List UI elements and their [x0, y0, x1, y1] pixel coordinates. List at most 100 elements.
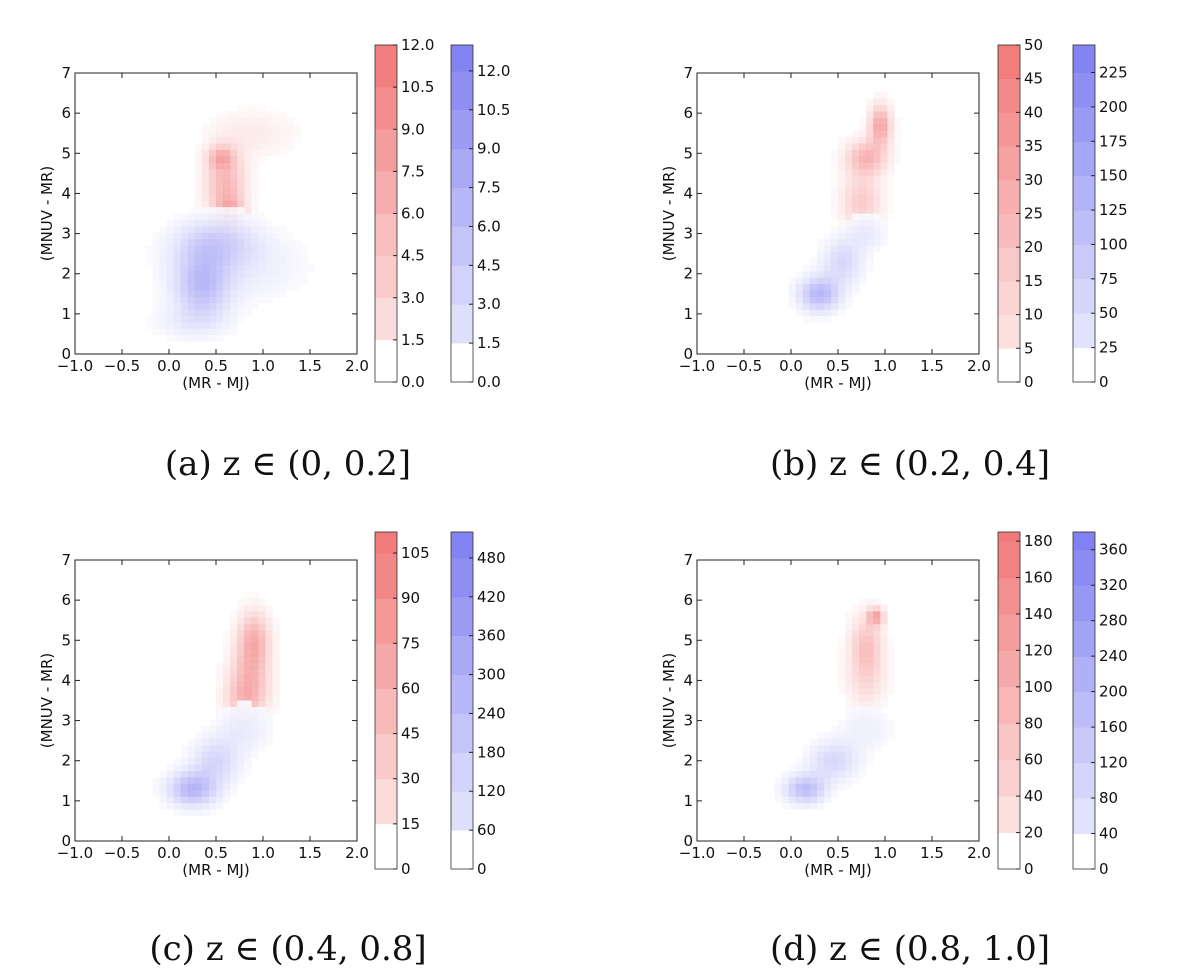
x-tick-label: 2.0 [967, 357, 991, 375]
heatmap-cell [880, 681, 888, 689]
colorbar-tick-label: 280 [1099, 612, 1128, 630]
heatmap-cell [873, 219, 881, 227]
heatmap-cell [852, 239, 860, 246]
heatmap-cell [265, 239, 273, 246]
heatmap-cell [223, 706, 231, 714]
heatmap-cell [258, 149, 266, 157]
heatmap-cell [887, 111, 895, 119]
heatmap-cell [830, 258, 839, 265]
heatmap-cell [873, 136, 881, 144]
heatmap-cell [194, 213, 203, 221]
heatmap-cell [265, 130, 273, 138]
colorbar-band [375, 87, 397, 130]
heatmap-cell [216, 796, 224, 804]
heatmap-cell [194, 757, 203, 765]
heatmap-cell [859, 124, 867, 131]
heatmap-cell [816, 770, 825, 778]
heatmap-cell [809, 270, 818, 278]
heatmap-cell [845, 156, 853, 163]
heatmap-cell [795, 270, 804, 278]
heatmap-cell [152, 296, 160, 304]
heatmap-cell [145, 258, 153, 265]
heatmap-cell [237, 232, 245, 240]
colorbar-tick-label: 150 [1099, 167, 1128, 185]
heatmap-cell [852, 175, 860, 182]
heatmap-cell [187, 251, 196, 259]
heatmap-cell [237, 598, 245, 606]
heatmap-cell [237, 226, 245, 234]
heatmap-cell [201, 219, 210, 227]
heatmap-cell [251, 277, 259, 285]
colorbar-tick-label: 1.5 [401, 331, 425, 349]
heatmap-cell [258, 258, 266, 265]
heatmap-cell [802, 751, 811, 759]
heatmap-cell [194, 315, 203, 323]
heatmap-cell [251, 706, 259, 714]
heatmap-cell [258, 104, 266, 112]
heatmap-cell [279, 124, 287, 131]
heatmap-cell [293, 239, 301, 246]
heatmap-cell [208, 251, 217, 259]
heatmap-cell [830, 745, 839, 752]
heatmap-cell [830, 149, 839, 157]
heatmap-cell [166, 239, 175, 246]
heatmap-cell [880, 207, 888, 214]
heatmap-cell [265, 713, 273, 721]
heatmap-cell [244, 694, 252, 701]
heatmap-cell [251, 143, 259, 151]
heatmap-cell [237, 617, 245, 625]
heatmap-cell [781, 770, 790, 778]
heatmap-cell [244, 649, 252, 657]
heatmap-cell [216, 124, 224, 131]
heatmap-cell [859, 130, 867, 138]
heatmap-cell [279, 111, 287, 119]
heatmap-cell [230, 757, 238, 765]
heatmap-cell [788, 783, 797, 791]
heatmap-cell [187, 258, 196, 265]
colorbar-band [451, 674, 473, 714]
heatmap-cell [830, 309, 839, 317]
colorbar-band [375, 171, 397, 214]
heatmap-cell [258, 700, 266, 708]
heatmap-cell [223, 719, 231, 727]
heatmap-cell [300, 264, 309, 272]
heatmap-cell [880, 111, 888, 119]
heatmap-cell [251, 681, 259, 689]
colorbar-tick-label: 7.5 [477, 179, 501, 197]
heatmap-cell [880, 98, 888, 106]
heatmap-cell [194, 777, 203, 784]
y-tick-label: 2 [61, 752, 71, 770]
heatmap-cell [838, 277, 846, 285]
heatmap-cell [859, 668, 867, 676]
heatmap-cell [265, 136, 273, 144]
heatmap-cell [180, 296, 189, 304]
heatmap-cell [201, 162, 210, 170]
colorbar-band [451, 265, 473, 305]
colorbar-band [1073, 585, 1095, 621]
heatmap-cell [208, 751, 217, 759]
heatmap-cell [272, 149, 280, 157]
heatmap-cell [265, 649, 273, 657]
colorbar-tick-label: 0 [1024, 860, 1034, 878]
heatmap-cell [194, 322, 203, 329]
heatmap-cell [845, 687, 853, 695]
heatmap-cell [300, 251, 309, 259]
heatmap-cell [152, 302, 160, 310]
heatmap-cell [237, 264, 245, 272]
x-tick-label: 1.5 [920, 844, 944, 862]
colorbar-blue: 0.01.53.04.56.07.59.010.512.0 [450, 44, 510, 391]
heatmap-cell [880, 738, 888, 746]
heatmap-cell [887, 162, 895, 170]
heatmap-cell [859, 757, 867, 765]
heatmap-cell [208, 187, 217, 195]
heatmap-cell [866, 251, 874, 259]
panel-caption: (b) z ∈ (0.2, 0.4] [770, 444, 1050, 484]
colorbar-band [375, 643, 397, 689]
heatmap-cell [816, 783, 825, 791]
heatmap-cell [809, 796, 818, 804]
heatmap-cell [244, 187, 252, 195]
heatmap-cell [208, 334, 217, 342]
heatmap-cell [258, 687, 266, 695]
heatmap-cell [866, 130, 874, 138]
heatmap-cell [194, 334, 203, 342]
